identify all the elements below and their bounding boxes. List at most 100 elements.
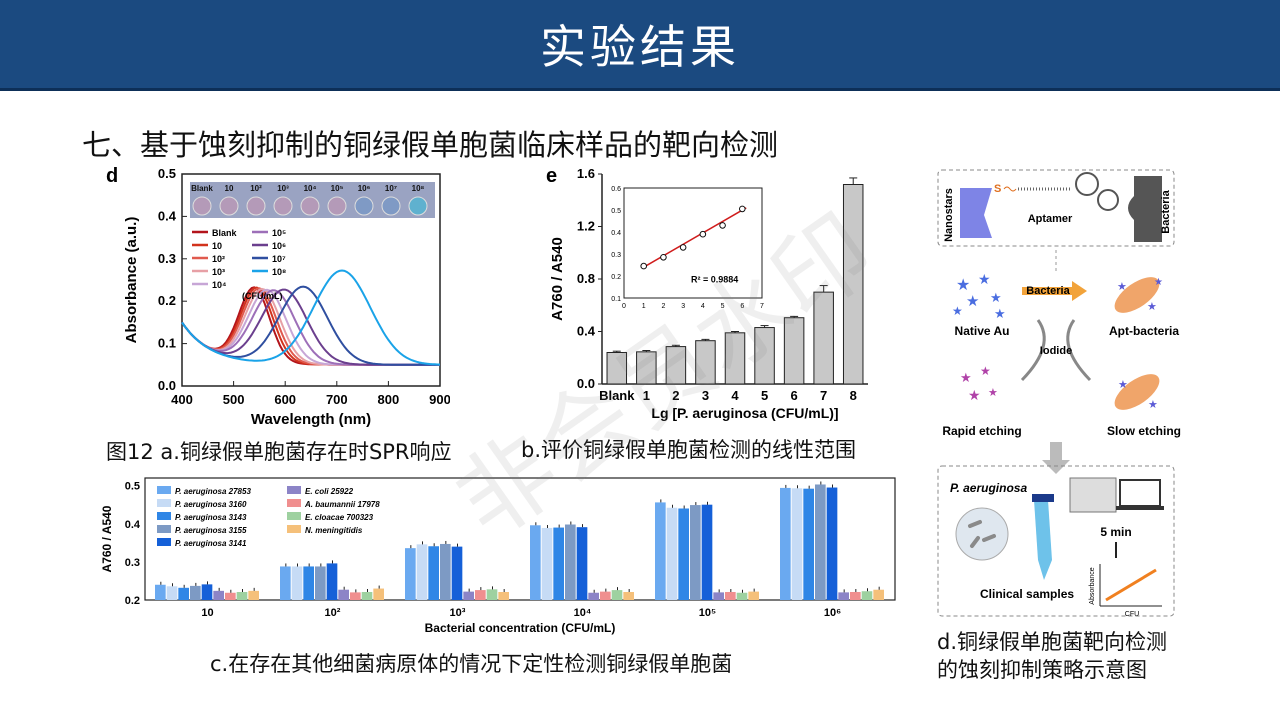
- legend-swatch: [287, 525, 301, 533]
- svg-text:★: ★: [952, 304, 963, 318]
- bar: [576, 527, 588, 600]
- aptamer-label: Aptamer: [1028, 213, 1073, 225]
- y-tick-label: 0.8: [577, 271, 595, 286]
- legend-label: 10²: [212, 254, 225, 264]
- well-icon: [219, 196, 239, 216]
- bar: [291, 566, 303, 600]
- bar: [498, 591, 509, 600]
- well-icon: [192, 196, 212, 216]
- y-tick-label: 1.6: [577, 166, 595, 181]
- bar: [655, 502, 666, 600]
- linear-range-chart: e 0.0 0.4 0.8 1.2 1.6 Blank 1 2 3 4 5 6 7 8 Lg [P. aer…: [546, 165, 868, 421]
- title-banner: 实验结果: [0, 0, 1280, 91]
- nanostars-label: Nanostars: [943, 188, 955, 242]
- well-icon: [273, 196, 293, 216]
- apt-bacteria-stars: ★ ★ ★: [1117, 277, 1163, 313]
- caption-c: c.在存在其他细菌病原体的情况下定性检测铜绿假单胞菌: [210, 652, 733, 676]
- bar: [838, 592, 849, 600]
- x-tick-label: 400: [171, 392, 193, 407]
- inset-x-tick: 5: [721, 303, 725, 310]
- well-icon: [408, 196, 428, 216]
- iodide-label: Iodide: [1040, 345, 1072, 357]
- apt-bacteria-shape: [1114, 277, 1160, 313]
- svg-text:★: ★: [956, 277, 970, 294]
- bar: [803, 488, 814, 600]
- svg-text:★: ★: [978, 271, 991, 287]
- bacteria-arrow-label: Bacteria: [1026, 285, 1070, 297]
- inset-x-tick: 3: [681, 303, 685, 310]
- fit-line: [641, 207, 747, 269]
- legend-label: P. aeruginosa 3155: [175, 526, 247, 535]
- svg-text:★: ★: [1118, 379, 1128, 391]
- bacteria-label: Bacteria: [1160, 189, 1172, 233]
- specificity-chart: 0.2 0.3 0.4 0.5 10 10² 10³ 10⁴ 10⁵ 10⁶ Bacterial c…: [100, 477, 896, 635]
- legend-label: P. aeruginosa 3141: [175, 539, 247, 548]
- plot-frame: [144, 477, 896, 601]
- aptamer-loop-2: [1097, 189, 1119, 211]
- bar: [178, 587, 189, 600]
- legend-swatch: [157, 486, 171, 494]
- bar: [440, 543, 451, 600]
- inset-x-tick: 2: [661, 303, 665, 310]
- curved-arrow-right: [1066, 319, 1092, 382]
- bar: [236, 591, 248, 600]
- svg-text:★: ★: [968, 387, 981, 403]
- bar: [350, 592, 361, 600]
- well-label: 10³: [277, 184, 289, 193]
- bar: [486, 589, 498, 600]
- bar: [315, 566, 326, 600]
- x-tick-label: Blank: [599, 388, 635, 403]
- y-tick-label: 0.3: [125, 557, 140, 569]
- svg-text:★: ★: [994, 306, 1006, 321]
- x-tick-label: 10²: [325, 607, 341, 619]
- inset-y-tick: 0.6: [611, 186, 621, 193]
- x-tick-label: 8: [850, 388, 857, 403]
- x-tick-label: 900: [429, 392, 450, 407]
- bar: [428, 546, 439, 600]
- legend-swatch: [157, 538, 171, 546]
- inset-y-tick: 0.2: [611, 274, 621, 281]
- well-label: 10⁴: [304, 184, 317, 193]
- bar: [530, 525, 541, 600]
- y-tick-label: 1.2: [577, 219, 595, 234]
- thiol-label: S: [994, 183, 1001, 195]
- panel-label-d: d: [106, 165, 118, 187]
- five-min-label: 5 min: [1100, 525, 1131, 539]
- aptamer-box: [937, 169, 1175, 247]
- curved-arrow-left: [1020, 319, 1046, 382]
- bar: [303, 566, 314, 600]
- tube-cap-icon: [1032, 494, 1054, 502]
- y-tick-label: 0.4: [158, 208, 177, 223]
- legend-label: E. cloacae 700323: [305, 513, 374, 522]
- y-tick-label: 0.3: [158, 251, 176, 266]
- panel-label-e: e: [546, 165, 557, 187]
- legend-label: 10³: [212, 267, 225, 277]
- caption-d-line2: 的蚀刻抑制策略示意图: [937, 658, 1147, 682]
- legend-label: 10⁸: [272, 267, 286, 277]
- legend-label: 10⁵: [272, 228, 286, 238]
- caption-d-line1: d.铜绿假单胞菌靶向检测: [937, 630, 1168, 654]
- inset-point: [660, 254, 667, 261]
- instrument-icon: [1069, 477, 1117, 513]
- well-label: 10²: [250, 184, 262, 193]
- legend-label: 10⁴: [212, 280, 226, 290]
- bar: [701, 504, 713, 600]
- legend-swatch: [157, 525, 171, 533]
- spr-spectra-chart: d 400 500 600 700 800 900 0.0 0.1 0.2 0.3 0.4 0.5 Wa…: [106, 165, 450, 428]
- slow-bacteria-shape: [1114, 374, 1160, 410]
- svg-text:★: ★: [988, 387, 998, 399]
- bacteria-arrow: [1022, 281, 1087, 301]
- section-title: 七、基于蚀刻抑制的铜绿假单胞菌临床样品的靶向检测: [82, 128, 779, 162]
- bar: [588, 592, 599, 600]
- bacteria-cells-icon: [968, 520, 996, 548]
- bar: [690, 505, 701, 600]
- y-tick-label: 0.5: [158, 166, 176, 181]
- well-icon: [300, 196, 320, 216]
- inset-x-tick: 6: [740, 303, 744, 310]
- well-icon: [381, 196, 401, 216]
- sample-dish-icon: [955, 507, 1009, 561]
- legend-label: Blank: [212, 228, 238, 238]
- bar: [826, 487, 838, 600]
- svg-text:★: ★: [980, 364, 991, 378]
- clinical-box: [937, 465, 1175, 617]
